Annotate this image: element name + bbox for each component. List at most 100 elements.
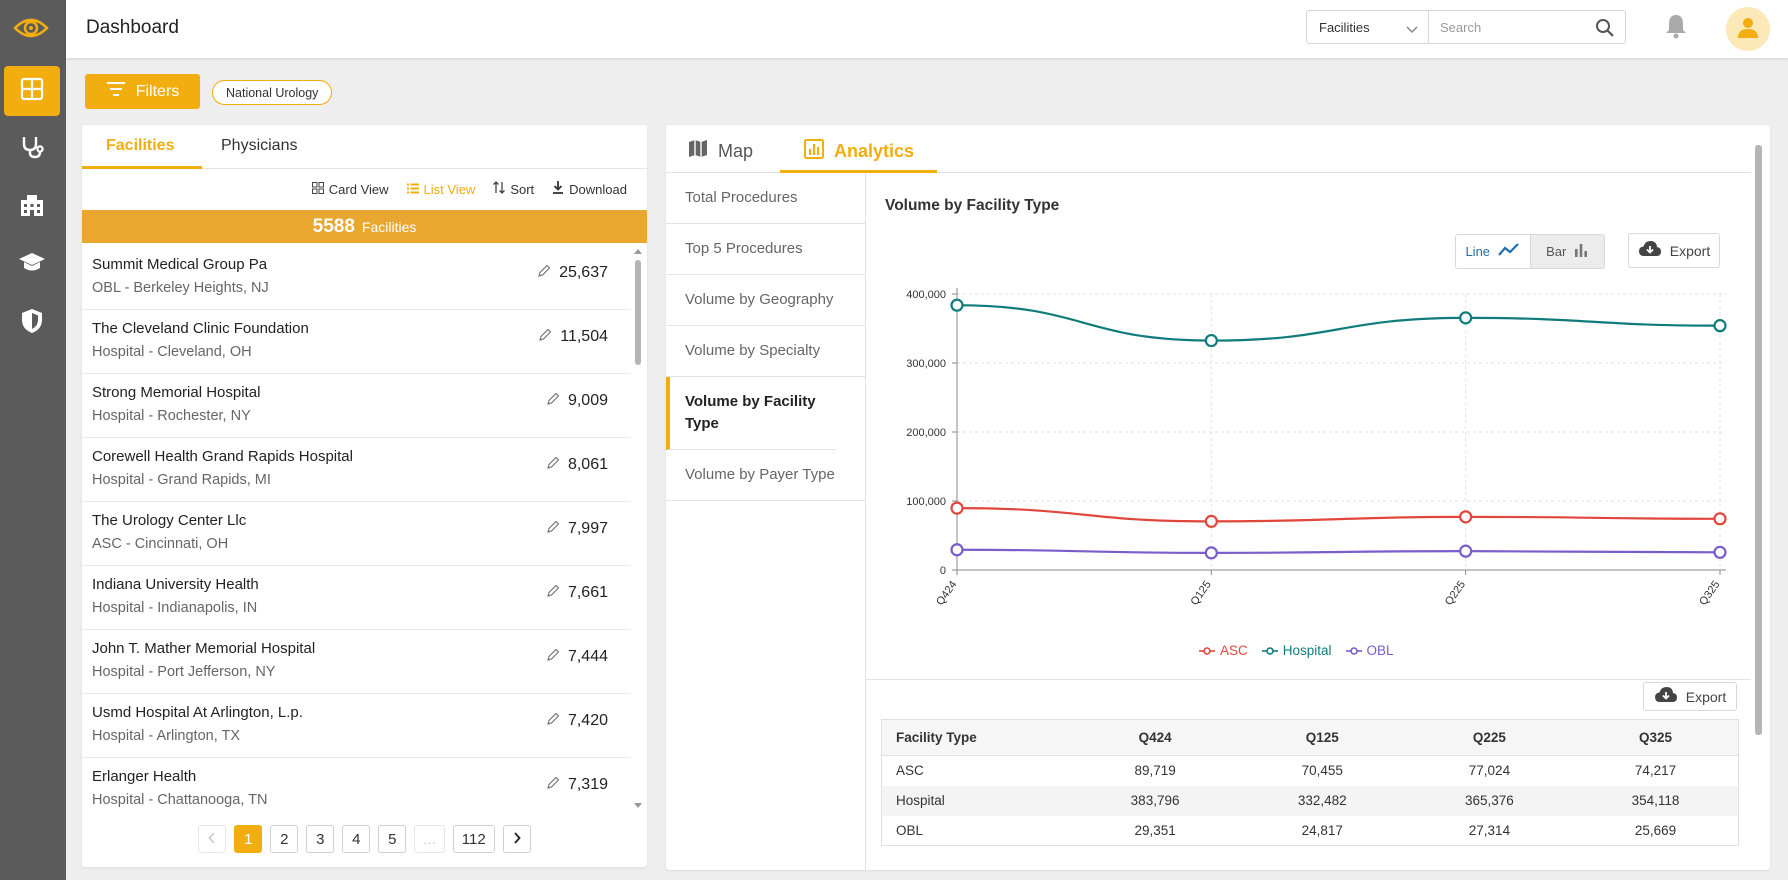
- x-tick-label: Q325: [1697, 579, 1722, 608]
- page-button[interactable]: 5: [378, 825, 407, 853]
- table-header[interactable]: Q225: [1405, 719, 1574, 756]
- facility-volume-value: 11,504: [560, 328, 608, 345]
- building-icon: [19, 192, 45, 223]
- data-point-hospital: [1459, 311, 1473, 325]
- list-scrollbar[interactable]: [633, 246, 643, 811]
- logo-icon[interactable]: [11, 10, 51, 46]
- menu-item-volume-by-specialty[interactable]: Volume by Specialty: [666, 326, 866, 377]
- legend-label-hospital: Hospital: [1282, 643, 1332, 658]
- tab-map[interactable]: Map: [688, 139, 753, 163]
- facility-volume: 7,319: [547, 776, 608, 794]
- card-view-button[interactable]: Card View: [311, 181, 389, 197]
- line-chart-icon: [1498, 243, 1520, 260]
- series-line-hospital: [956, 304, 1721, 342]
- list-item[interactable]: Strong Memorial Hospital Hospital - Roch…: [82, 374, 630, 438]
- facility-volume: 25,637: [538, 264, 608, 282]
- tab-physicians[interactable]: Physicians: [221, 137, 298, 154]
- filters-button-label: Filters: [135, 82, 180, 100]
- list-item[interactable]: Indiana University Health Hospital - Ind…: [82, 566, 630, 630]
- table-cell: 89,719: [1134, 763, 1176, 779]
- nav-security[interactable]: [4, 298, 60, 348]
- page-button[interactable]: 1: [234, 825, 263, 853]
- nav-physicians[interactable]: [4, 124, 60, 174]
- list-view-button[interactable]: List View: [406, 181, 475, 197]
- facility-volume-value: 8,061: [567, 456, 608, 473]
- legend-item-hospital[interactable]: Hospital: [1261, 643, 1332, 658]
- table-row: ASC 89,719 70,455 77,024 74,217: [882, 756, 1739, 786]
- table-cell: 77,024: [1468, 763, 1511, 779]
- page-button[interactable]: 3: [306, 825, 335, 853]
- prev-page-button[interactable]: [198, 825, 227, 853]
- facility-location: Hospital - Port Jefferson, NY: [92, 664, 276, 680]
- download-button[interactable]: Download: [552, 181, 627, 197]
- facility-location: OBL - Berkeley Heights, NJ: [92, 280, 269, 296]
- table-cell: 354,118: [1573, 785, 1739, 816]
- list-item[interactable]: Usmd Hospital At Arlington, L.p. Hospita…: [82, 694, 630, 758]
- bar-chart-toggle[interactable]: Bar: [1529, 235, 1604, 268]
- filter-chip[interactable]: National Urology: [212, 80, 333, 105]
- shield-icon: [20, 308, 44, 339]
- search-box: [1428, 10, 1626, 44]
- facility-name: Usmd Hospital At Arlington, L.p.: [92, 704, 303, 721]
- table-header[interactable]: Q424: [1071, 719, 1239, 756]
- facility-count-label: Facilities: [361, 218, 417, 235]
- facility-location: Hospital - Indianapolis, IN: [92, 600, 258, 616]
- filters-button[interactable]: Filters: [85, 74, 200, 109]
- search-input[interactable]: [1440, 11, 1590, 43]
- menu-item-volume-by-payer-type[interactable]: Volume by Payer Type: [666, 450, 866, 501]
- table-header[interactable]: Q125: [1238, 719, 1406, 756]
- legend-item-asc[interactable]: ASC: [1199, 643, 1248, 658]
- menu-divider: [865, 173, 866, 870]
- pencil-icon: [547, 392, 560, 410]
- panel-scroll-thumb[interactable]: [1755, 145, 1762, 735]
- tab-facilities[interactable]: Facilities: [106, 137, 175, 154]
- data-point-obl: [1204, 546, 1218, 560]
- list-item[interactable]: John T. Mather Memorial Hospital Hospita…: [82, 630, 630, 694]
- nav-facilities[interactable]: [4, 182, 60, 232]
- table-header[interactable]: Facility Type: [881, 719, 1072, 756]
- page-button[interactable]: 2: [270, 825, 299, 853]
- menu-item-total-procedures[interactable]: Total Procedures: [666, 173, 866, 224]
- search-icon[interactable]: [1595, 18, 1615, 43]
- facility-name: Erlanger Health: [92, 768, 197, 785]
- line-chart-toggle[interactable]: Line: [1456, 235, 1530, 268]
- sort-button[interactable]: Sort: [493, 181, 534, 197]
- nav-education[interactable]: [4, 240, 60, 290]
- page-title: Dashboard: [86, 17, 179, 38]
- chart-export-button[interactable]: Export: [1628, 233, 1720, 268]
- list-item[interactable]: Corewell Health Grand Rapids Hospital Ho…: [82, 438, 630, 502]
- data-point-obl: [950, 543, 964, 557]
- table-cell: 29,351: [1134, 822, 1176, 838]
- table-export-button[interactable]: Export: [1643, 682, 1737, 711]
- menu-item-volume-by-geography[interactable]: Volume by Geography: [666, 275, 866, 326]
- avatar[interactable]: [1726, 7, 1770, 51]
- page-button-last[interactable]: 112: [452, 825, 495, 853]
- legend-item-obl[interactable]: OBL: [1345, 643, 1394, 658]
- menu-item-volume-by-facility-type[interactable]: Volume by Facility Type: [666, 377, 836, 450]
- stethoscope-icon: [19, 134, 45, 165]
- table-cell: 27,314: [1468, 822, 1511, 838]
- next-page-button[interactable]: [502, 825, 531, 853]
- facility-volume: 7,661: [547, 584, 608, 602]
- list-item[interactable]: The Urology Center Llc ASC - Cincinnati,…: [82, 502, 630, 566]
- scope-select[interactable]: Facilities: [1306, 10, 1429, 44]
- cloud-download-icon: [1638, 240, 1662, 261]
- chevron-right-icon: [513, 831, 521, 848]
- list-scroll-thumb[interactable]: [635, 260, 641, 365]
- page-button[interactable]: 4: [342, 825, 371, 853]
- bell-icon[interactable]: [1664, 13, 1688, 44]
- chevron-left-icon: [208, 831, 216, 848]
- facility-volume: 8,061: [547, 456, 608, 474]
- pencil-icon: [539, 328, 552, 346]
- nav-dashboard[interactable]: [4, 66, 60, 116]
- table-cell: 74,217: [1634, 763, 1677, 779]
- facility-volume-value: 7,444: [567, 648, 608, 665]
- tab-analytics[interactable]: Analytics: [804, 139, 914, 164]
- facility-location: ASC - Cincinnati, OH: [92, 536, 229, 552]
- table-header[interactable]: Q325: [1573, 719, 1739, 756]
- list-item[interactable]: Summit Medical Group Pa OBL - Berkeley H…: [82, 246, 630, 310]
- list-item[interactable]: Erlanger Health Hospital - Chattanooga, …: [82, 758, 630, 811]
- menu-item-top-5-procedures[interactable]: Top 5 Procedures: [666, 224, 866, 275]
- list-item[interactable]: The Cleveland Clinic Foundation Hospital…: [82, 310, 630, 374]
- table-cell: Hospital: [881, 785, 1072, 816]
